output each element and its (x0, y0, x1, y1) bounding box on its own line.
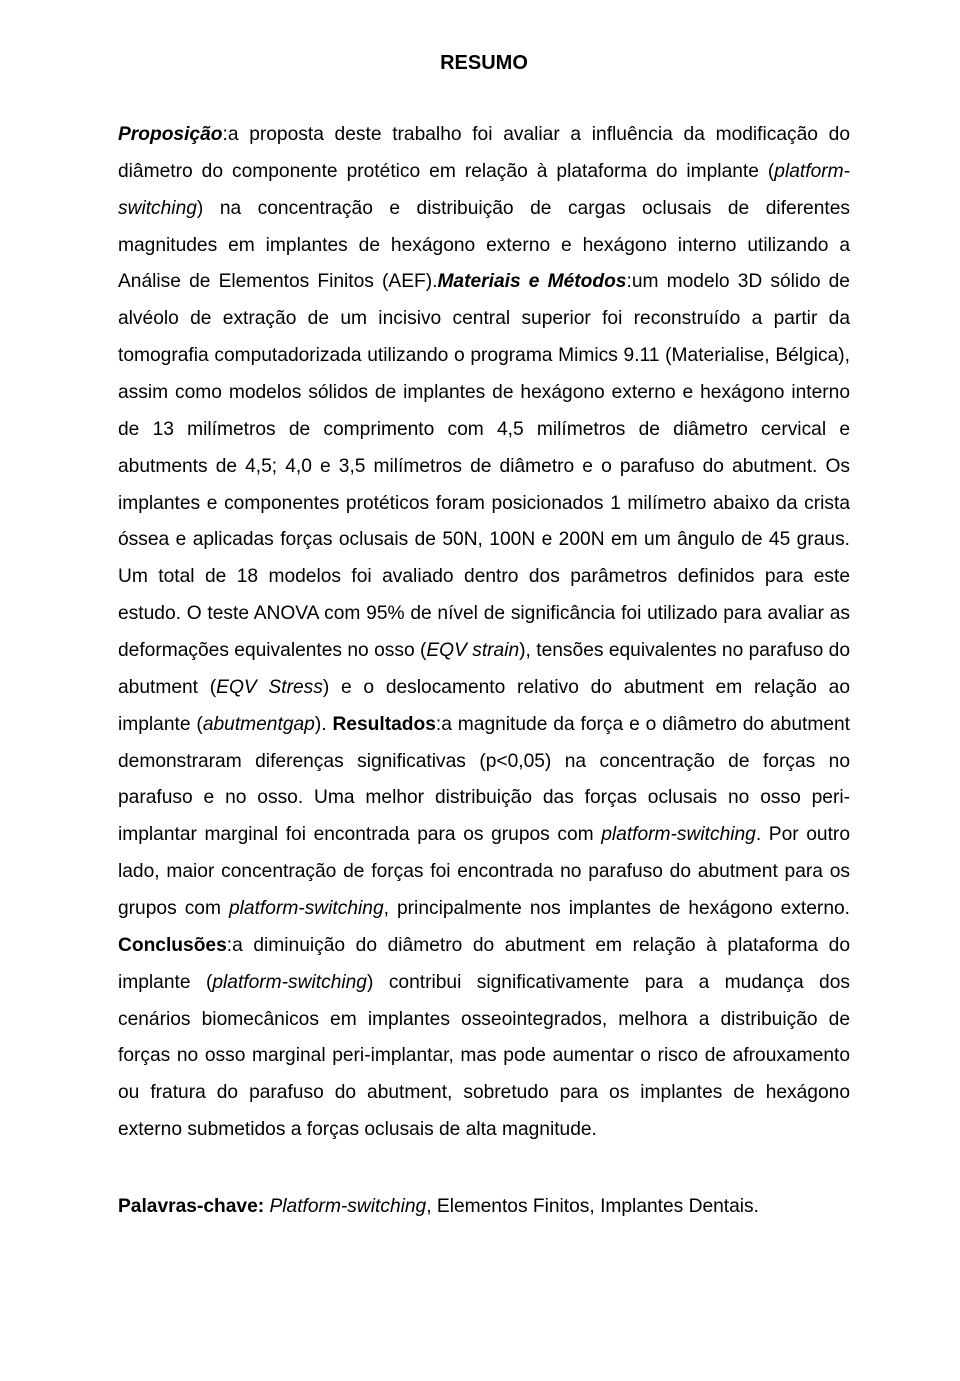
heading-conclusoes: Conclusões (118, 935, 227, 956)
term-platform-switching-1: platform-switching (601, 824, 756, 845)
term-platform-switching-2: platform-switching (229, 898, 384, 919)
keyword-1: Platform-switching (269, 1196, 426, 1217)
heading-materiais: Materiais e Métodos (437, 271, 626, 292)
keywords-label: Palavras-chave: (118, 1196, 264, 1217)
text-proposicao-a: :a proposta deste trabalho foi avaliar a… (118, 124, 850, 182)
text-materiais-d: ). (315, 714, 333, 735)
document-page: RESUMO Proposição:a proposta deste traba… (0, 0, 960, 1381)
keywords-sep: , (426, 1196, 437, 1217)
abstract-paragraph: Proposição:a proposta deste trabalho foi… (118, 117, 850, 1149)
keywords-line: Palavras-chave: Platform-switching, Elem… (118, 1189, 850, 1225)
heading-resultados: Resultados (332, 714, 435, 735)
keyword-rest: Elementos Finitos, Implantes Dentais. (437, 1196, 759, 1217)
term-eqv-stress: EQV Stress (216, 677, 323, 698)
text-conclusoes-b: ) contribui significativamente para a mu… (118, 972, 850, 1140)
term-platform-switching-3: platform-switching (212, 972, 367, 993)
text-materiais-a: :um modelo 3D sólido de alvéolo de extra… (118, 271, 850, 661)
term-abutmentgap: abutmentgap (203, 714, 315, 735)
term-eqv-strain: EQV strain (426, 640, 519, 661)
text-resultados-c: , principalmente nos implantes de hexágo… (384, 898, 850, 919)
heading-proposicao: Proposição (118, 124, 223, 145)
page-title: RESUMO (118, 52, 850, 75)
